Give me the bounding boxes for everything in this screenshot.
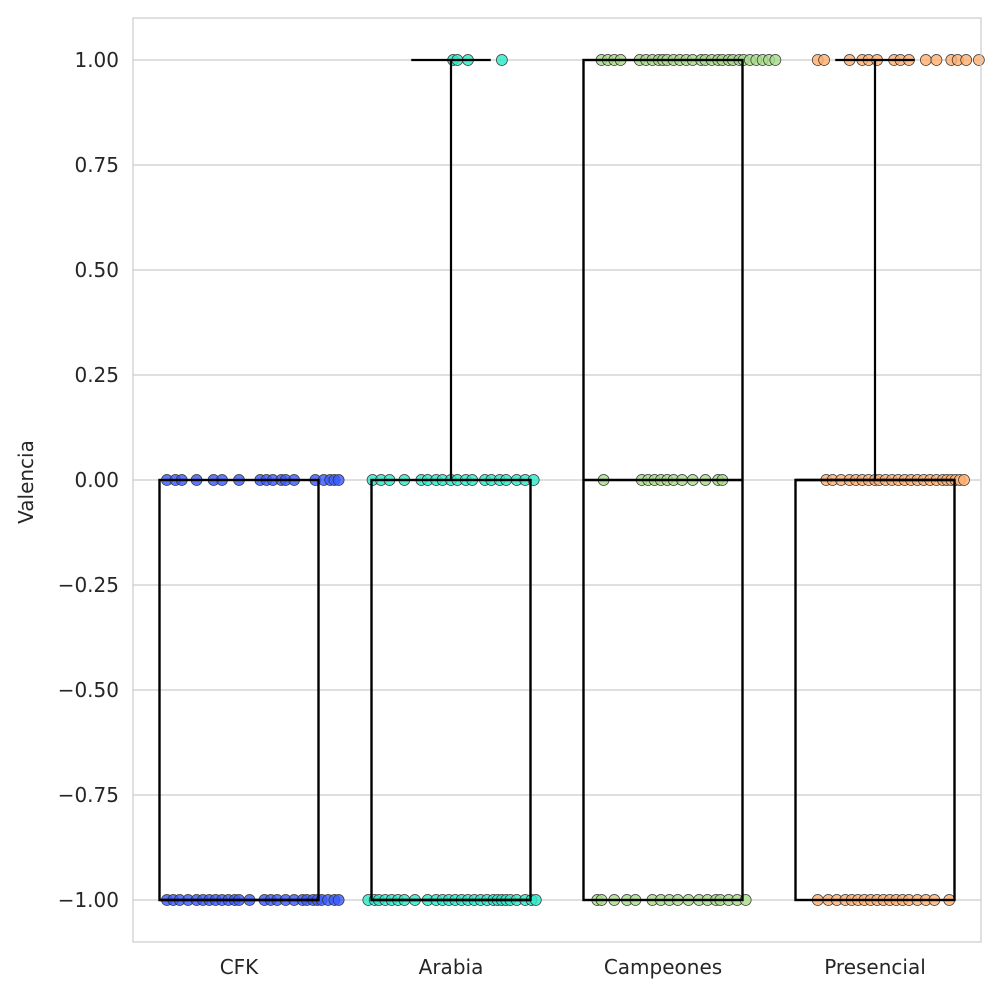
x-tick-label: CFK xyxy=(220,955,259,979)
data-point xyxy=(818,54,830,66)
data-point xyxy=(920,54,932,66)
box-presencial xyxy=(794,58,956,902)
box-arabia xyxy=(370,58,532,902)
data-point xyxy=(496,54,508,66)
y-tick-label: −0.25 xyxy=(58,573,119,597)
x-tick-label: Arabia xyxy=(419,955,484,979)
y-tick-label: 0.00 xyxy=(74,468,119,492)
data-point xyxy=(930,54,943,66)
data-point xyxy=(769,54,782,66)
x-tick-label: Presencial xyxy=(824,955,926,979)
y-tick-label: −1.00 xyxy=(58,888,119,912)
boxes xyxy=(158,58,956,902)
data-point xyxy=(332,894,345,906)
plot-frame xyxy=(132,17,982,943)
y-tick-label: −0.50 xyxy=(58,678,119,702)
box-cfk xyxy=(158,478,320,902)
data-point xyxy=(973,54,985,66)
y-tick-label: 0.50 xyxy=(74,258,119,282)
y-tick-label: 1.00 xyxy=(74,48,119,72)
y-tick-label: −0.75 xyxy=(58,783,119,807)
x-tick-labels: CFK Arabia Campeones Presencial xyxy=(220,955,926,979)
y-tick-label: 0.25 xyxy=(74,363,119,387)
data-point xyxy=(958,474,970,486)
data-point xyxy=(960,54,973,66)
y-tick-labels: 1.00 0.75 0.50 0.25 0.00 −0.25 −0.50 −0.75 −1.00 xyxy=(58,48,119,912)
y-axis-label: Valencia xyxy=(14,440,38,524)
y-tick-label: 0.75 xyxy=(74,153,119,177)
data-point xyxy=(332,474,345,486)
data-point xyxy=(529,894,542,906)
box-campeones xyxy=(582,58,744,902)
x-tick-label: Campeones xyxy=(604,955,722,979)
